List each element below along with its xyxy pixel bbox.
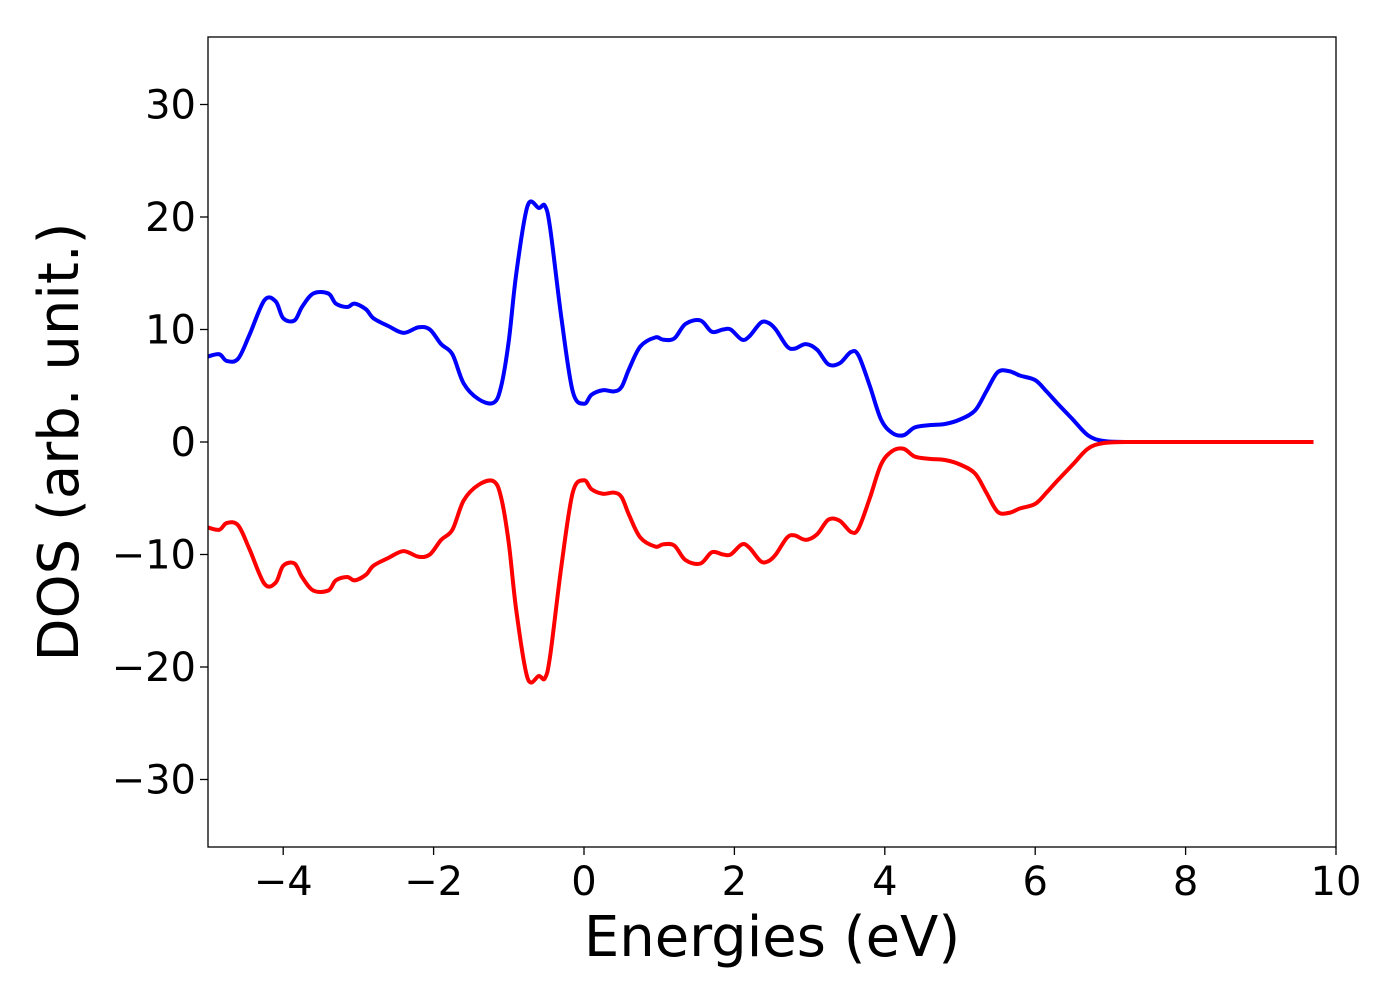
y-tick-label: −10: [112, 533, 196, 579]
series-layer: [208, 199, 1314, 685]
x-tick-label: 8: [1173, 859, 1198, 905]
x-tick-label: −2: [404, 859, 463, 905]
y-axis: −30 −20 −10 0 10 20 30: [112, 83, 208, 804]
x-tick-label: −4: [254, 859, 313, 905]
series-line-red: [208, 439, 1314, 685]
series-line-blue: [208, 199, 1314, 445]
x-tick-label: 10: [1311, 859, 1362, 905]
x-axis-title: Energies (eV): [584, 905, 960, 970]
x-tick-label: 6: [1022, 859, 1047, 905]
x-axis: −4 −2 0 2 4 6 8 10: [254, 847, 1362, 905]
y-tick-label: 20: [145, 195, 196, 241]
x-tick-label: 0: [571, 859, 596, 905]
y-tick-label: 30: [145, 83, 196, 129]
y-tick-label: −20: [112, 645, 196, 691]
y-tick-label: −30: [112, 758, 196, 804]
x-tick-label: 2: [722, 859, 747, 905]
y-axis-title: DOS (arb. unit.): [27, 222, 92, 661]
y-tick-label: 0: [171, 420, 196, 466]
y-tick-label: 10: [145, 308, 196, 354]
x-tick-label: 4: [872, 859, 897, 905]
